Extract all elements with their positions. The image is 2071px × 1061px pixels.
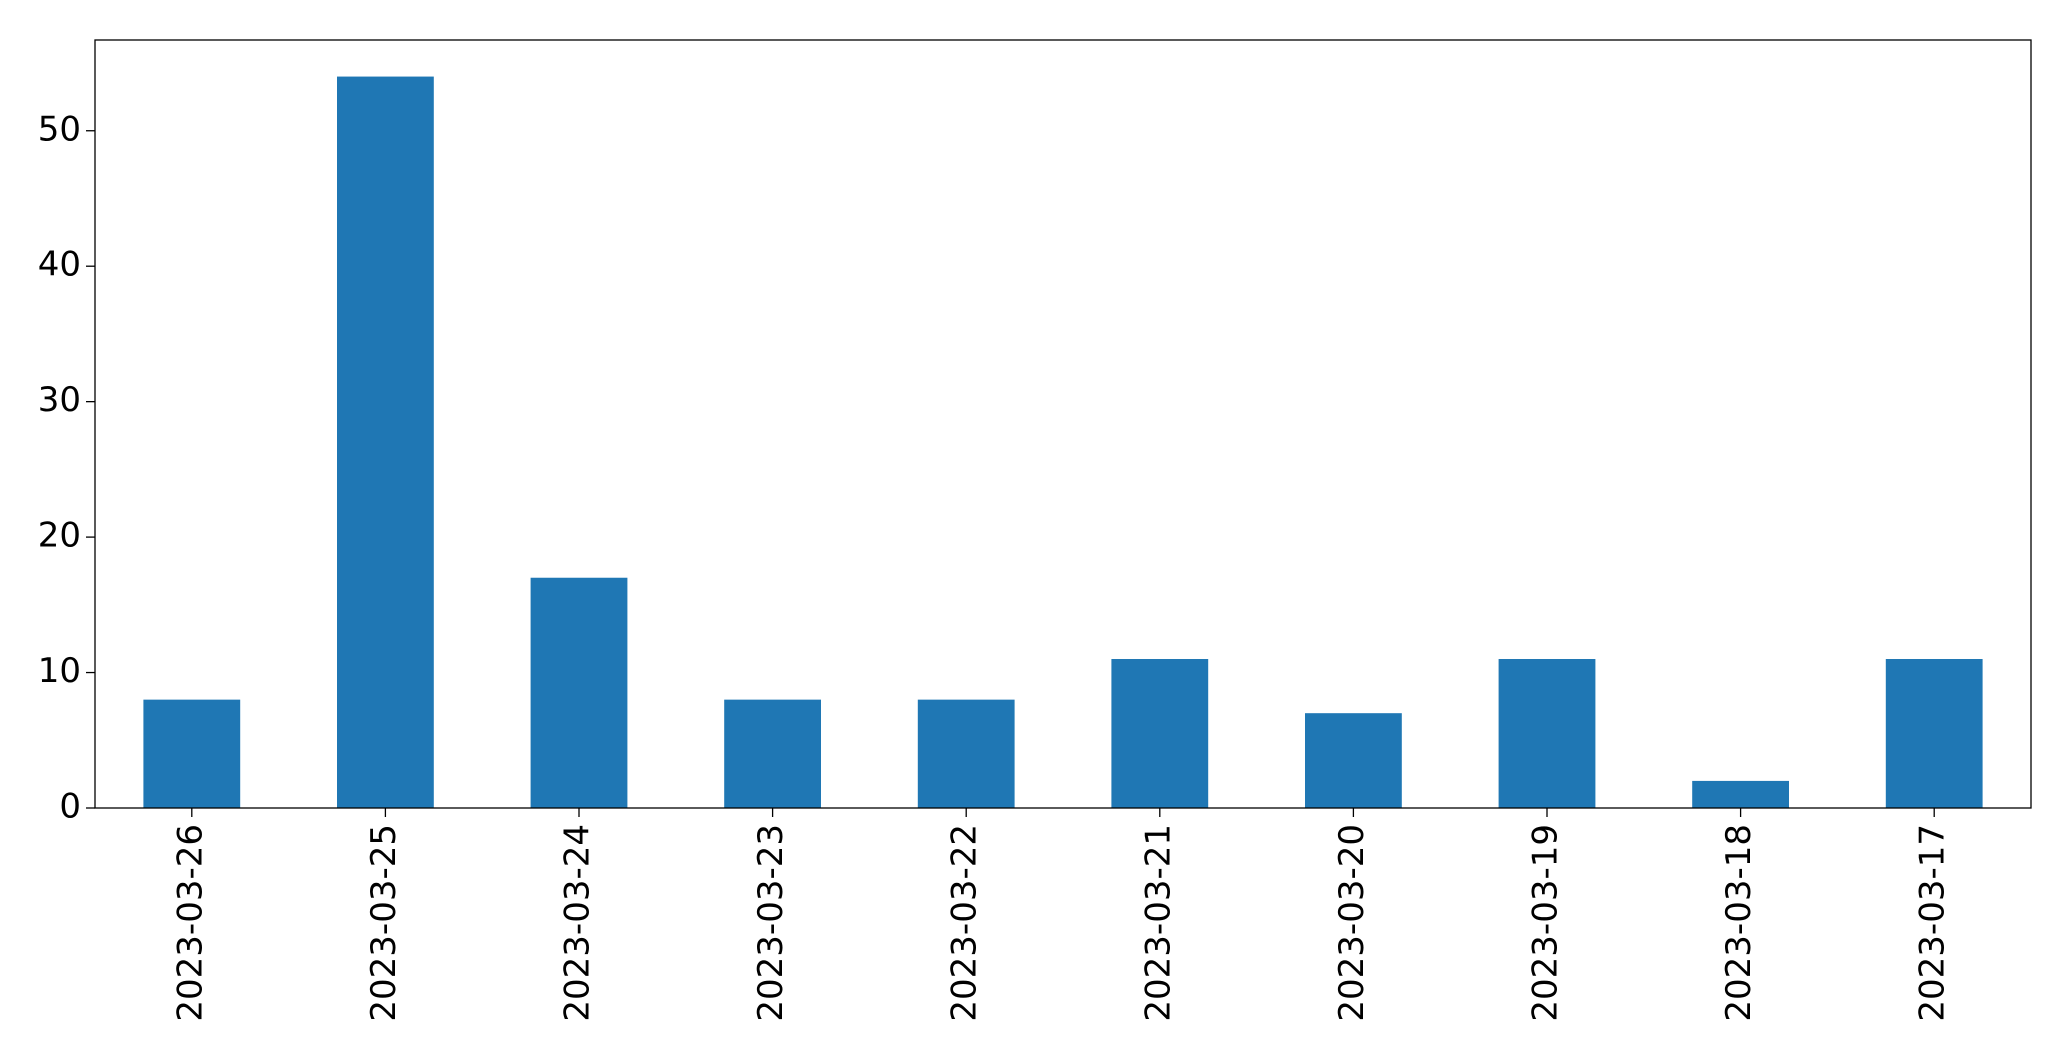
bar — [1498, 659, 1596, 808]
bar — [337, 76, 434, 809]
bar — [724, 699, 821, 808]
y-tick-label: 40 — [38, 245, 81, 285]
bar — [1692, 780, 1789, 808]
x-tick-label: 2023-03-22 — [945, 824, 985, 1022]
x-tick-label: 2023-03-17 — [1913, 824, 1953, 1022]
x-tick-label: 2023-03-23 — [751, 824, 791, 1022]
bar — [1885, 659, 1983, 808]
x-tick-label: 2023-03-19 — [1526, 824, 1566, 1022]
y-tick-label: 30 — [38, 380, 81, 420]
y-tick-label: 50 — [38, 109, 81, 149]
bar — [1111, 659, 1209, 808]
y-tick-label: 10 — [38, 651, 81, 691]
x-tick-label: 2023-03-26 — [170, 824, 210, 1022]
plot-frame — [94, 39, 2032, 809]
x-tick-label: 2023-03-21 — [1138, 824, 1178, 1022]
y-tick-label: 20 — [38, 516, 81, 556]
bar — [1305, 713, 1402, 808]
y-tick-label: 0 — [59, 787, 81, 827]
x-tick-label: 2023-03-25 — [364, 824, 404, 1022]
x-tick-label: 2023-03-20 — [1332, 824, 1372, 1022]
x-tick-label: 2023-03-24 — [558, 824, 598, 1022]
x-tick-label: 2023-03-18 — [1719, 824, 1759, 1022]
bar — [917, 699, 1015, 808]
bar — [143, 699, 241, 808]
bar — [530, 577, 628, 808]
